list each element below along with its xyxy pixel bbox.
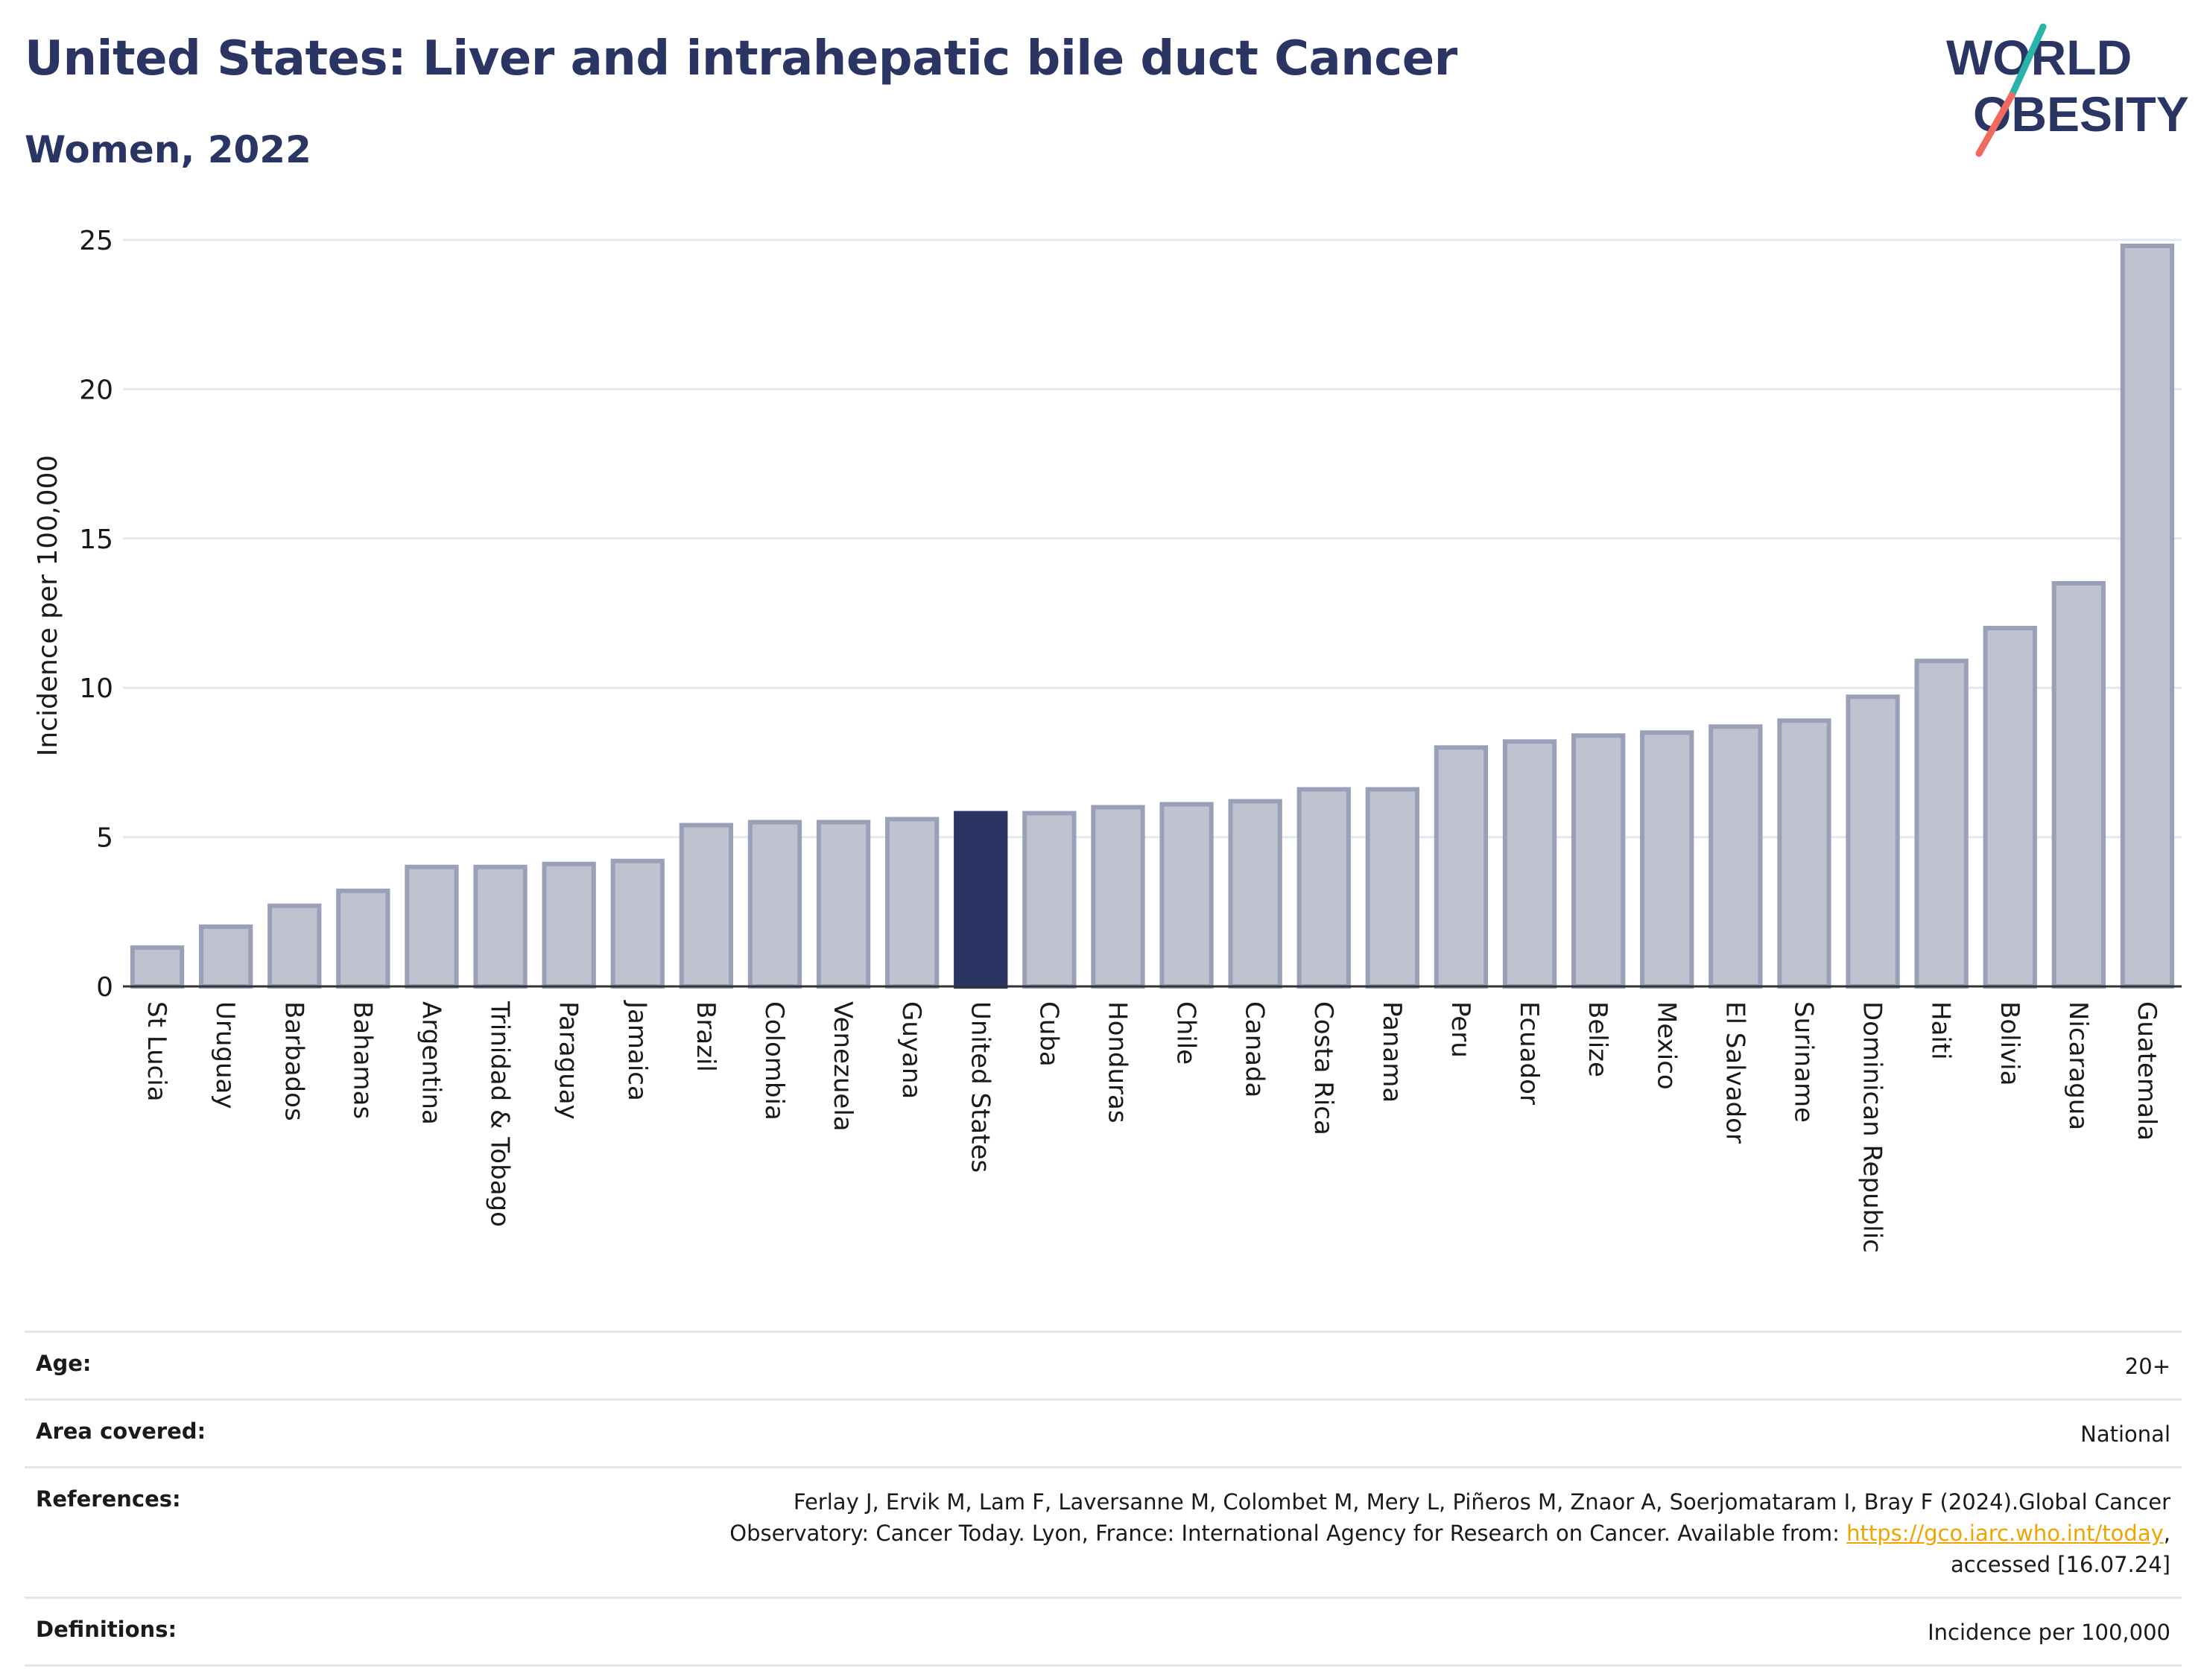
references-line-1: Ferlay J, Ervik M, Lam F, Laversanne M, … (793, 1489, 2170, 1515)
meta-row-area: Area covered: National (25, 1398, 2182, 1466)
x-tick-label: El Salvador (1720, 1001, 1749, 1144)
definitions-label: Definitions: (36, 1617, 177, 1643)
bar (1091, 805, 1145, 989)
meta-row-age: Age: 20+ (25, 1331, 2182, 1398)
x-tick-label: Nicaragua (2063, 1001, 2093, 1130)
bar (816, 820, 871, 989)
bar (2120, 244, 2175, 989)
x-tick-label: Dominican Republic (1858, 1001, 1887, 1253)
bar (1640, 730, 1694, 989)
y-tick-label: 25 (79, 226, 113, 256)
bar (1777, 718, 1831, 989)
x-tick-label: Mexico (1651, 1001, 1681, 1090)
bar (1571, 733, 1626, 989)
y-tick-label: 5 (96, 823, 113, 854)
y-axis-ticks: 0 5 10 15 20 25 (79, 226, 113, 1003)
x-tick-label: Panama (1377, 1001, 1407, 1103)
x-tick-label: Suriname (1788, 1001, 1818, 1123)
age-value: 20+ (2124, 1354, 2170, 1379)
y-tick-label: 10 (79, 673, 113, 704)
x-tick-label: Guatemala (2132, 1001, 2162, 1141)
x-tick-label: Ecuador (1514, 1001, 1544, 1105)
x-tick-label: Trinidad & Tobago (485, 1001, 515, 1227)
bar (1296, 787, 1351, 989)
x-tick-label: Argentina (416, 1001, 446, 1125)
meta-row-definitions: Definitions: Incidence per 100,000 (25, 1597, 2182, 1667)
x-tick-label: Guyana (896, 1001, 926, 1099)
x-tick-label: Costa Rica (1308, 1001, 1338, 1135)
world-obesity-logo: WORLD OBESITY (1946, 23, 2189, 157)
bar (1914, 659, 1969, 989)
area-label: Area covered: (36, 1419, 206, 1445)
x-tick-label: Bahamas (347, 1001, 377, 1119)
y-axis-title: Incidence per 100,000 (33, 455, 63, 757)
logo-slash-top (2008, 23, 2047, 99)
x-tick-label: Haiti (1926, 1001, 1956, 1060)
definitions-value: Incidence per 100,000 (1928, 1620, 2170, 1646)
x-tick-label: Uruguay (210, 1001, 240, 1109)
bar (1983, 626, 2037, 989)
chart-subtitle: Women, 2022 (25, 128, 311, 171)
bar (2051, 580, 2106, 989)
x-tick-label: Bolivia (1995, 1001, 2024, 1085)
bar (1434, 745, 1489, 989)
x-tick-label: Cuba (1033, 1001, 1063, 1067)
meta-row-references: References: Ferlay J, Ervik M, Lam F, La… (25, 1466, 2182, 1597)
logo-slash-bottom (1975, 92, 2015, 157)
bar (679, 822, 734, 989)
bar (1159, 802, 1214, 989)
x-tick-label: Chile (1171, 1001, 1201, 1065)
bar-chart: 0 5 10 15 20 25 St Lucia Uruguay Barbados Bahama… (33, 226, 2182, 1253)
references-link[interactable]: https://gco.iarc.who.int/today (1846, 1521, 2164, 1547)
x-tick-label: Jamaica (622, 1000, 652, 1101)
bar (1365, 787, 1420, 989)
references-value: Ferlay J, Ervik M, Lam F, Laversanne M, … (729, 1486, 2170, 1580)
x-tick-label: Belize (1583, 1001, 1612, 1077)
y-tick-label: 15 (79, 524, 113, 555)
x-tick-label: Canada (1240, 1001, 1270, 1097)
references-line-2-prefix: Observatory: Cancer Today. Lyon, France:… (729, 1521, 1847, 1547)
references-line-2-suffix: , (2163, 1521, 2170, 1547)
bar (1022, 811, 1077, 989)
y-tick-label: 20 (79, 375, 113, 405)
x-tick-label: St Lucia (142, 1001, 171, 1102)
bar (1228, 799, 1282, 989)
bar (405, 864, 459, 989)
bar (1709, 724, 1763, 989)
references-line-3: accessed [16.07.24] (1951, 1552, 2170, 1578)
bar (473, 864, 528, 989)
x-tick-label: Barbados (279, 1001, 308, 1121)
bar (198, 924, 253, 989)
bar (130, 945, 185, 989)
x-tick-label: Paraguay (554, 1001, 583, 1120)
bar (747, 820, 802, 989)
chart-title: United States: Liver and intrahepatic bi… (25, 31, 1457, 86)
area-value: National (2080, 1421, 2170, 1448)
bar (542, 861, 596, 989)
metadata-table: Age: 20+ Area covered: National Referenc… (25, 1331, 2182, 1667)
age-label: Age: (36, 1351, 92, 1376)
references-label: References: (36, 1486, 181, 1512)
x-tick-label: Brazil (691, 1001, 721, 1072)
y-tick-label: 0 (96, 972, 113, 1003)
bars (130, 244, 2175, 989)
bar-highlight (954, 811, 1008, 989)
x-axis-labels: St Lucia Uruguay Barbados Bahamas Argentina T… (142, 1000, 2162, 1253)
bar (884, 817, 940, 989)
x-tick-label: Honduras (1102, 1001, 1132, 1123)
bar (336, 888, 390, 989)
x-tick-label: Venezuela (828, 1001, 858, 1132)
bar (610, 858, 665, 989)
bar (267, 903, 322, 989)
x-tick-label: Colombia (759, 1001, 789, 1120)
bar (1502, 739, 1557, 989)
x-tick-label: United States (965, 1001, 995, 1173)
bar (1846, 694, 1900, 989)
grid-lines (123, 238, 2182, 839)
logo-word-obesity: OBESITY (1973, 86, 2189, 142)
x-tick-label: Peru (1445, 1001, 1475, 1058)
